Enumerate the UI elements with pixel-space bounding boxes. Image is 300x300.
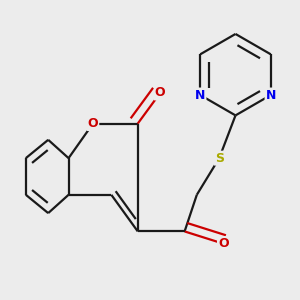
- Text: O: O: [88, 117, 98, 130]
- Text: N: N: [195, 88, 206, 101]
- Text: N: N: [266, 88, 276, 101]
- Text: S: S: [215, 152, 224, 165]
- Text: O: O: [218, 237, 229, 250]
- Text: O: O: [155, 86, 166, 100]
